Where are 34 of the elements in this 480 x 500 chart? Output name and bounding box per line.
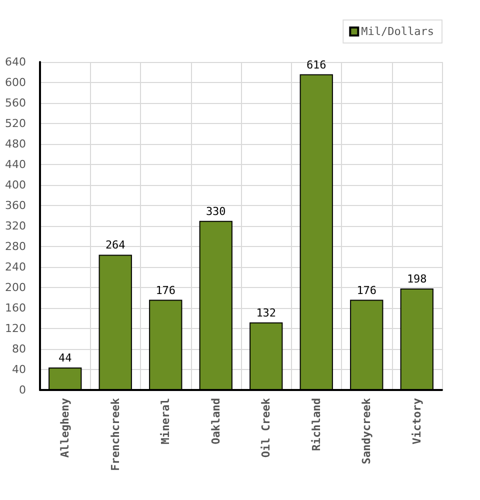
y-tick-label: 120 [5,322,26,335]
x-tick-label: Victory [410,398,424,444]
x-tick-label: Frenchcreek [108,398,122,471]
y-tick-label: 0 [19,384,26,396]
y-tick-label: 240 [5,260,26,274]
data-label: 264 [105,238,126,252]
x-tick-label: Mineral [159,398,172,444]
y-tick-label: 200 [5,281,26,294]
y-tick-label: 280 [5,240,26,253]
y-tick-label: 640 [5,56,26,68]
y-tick-label: 560 [5,96,26,110]
y-tick-label: 520 [5,117,26,130]
y-tick-label: 80 [12,342,26,356]
x-tick-label: Oil Creek [260,398,273,458]
data-label: 176 [356,284,377,297]
y-tick-label: 40 [12,363,26,376]
x-tick-label: Oakland [209,398,222,444]
x-tick-label: Sandycreek [360,398,374,464]
x-tick-label: Richland [310,398,323,451]
y-tick-label: 400 [5,178,26,192]
y-tick-label: 160 [5,302,26,314]
data-label: 44 [58,351,72,364]
data-label: 198 [406,272,427,286]
data-label: 132 [256,306,276,320]
data-label: 616 [306,58,326,72]
y-tick-label: 480 [5,138,26,150]
legend-label: Mil/Dollars [361,25,434,38]
data-label: 176 [156,284,176,297]
y-tick-label: 600 [5,76,26,89]
data-label: 330 [206,204,226,218]
x-tick-label: Allegheny [58,398,72,458]
y-tick-label: 320 [5,220,26,232]
y-tick-label: 440 [5,158,26,171]
y-tick-label: 360 [5,199,26,212]
